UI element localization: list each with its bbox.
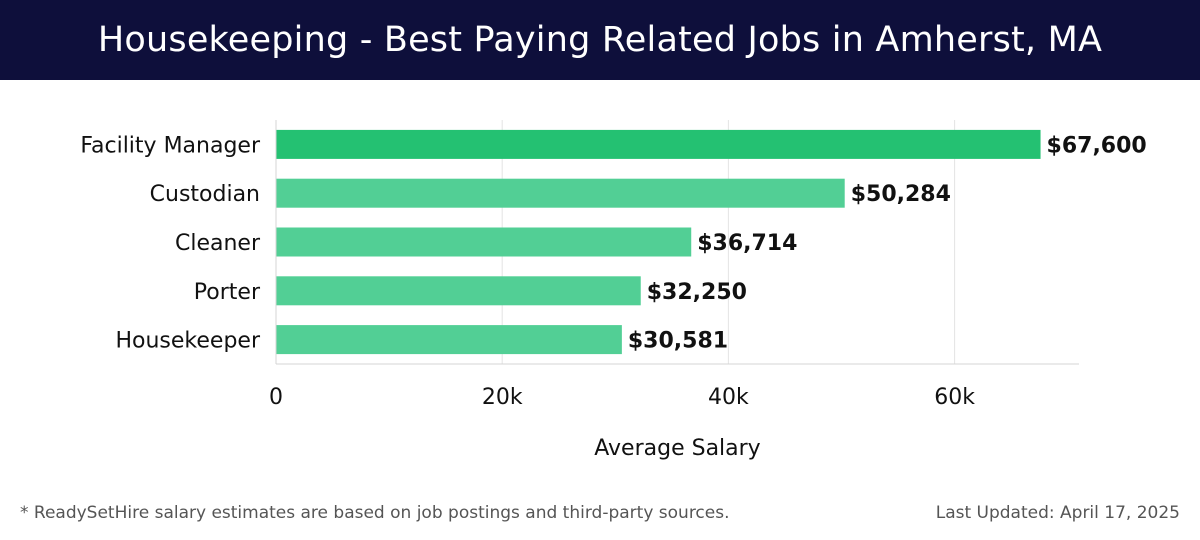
- bar-0: [276, 129, 1041, 159]
- x-axis-title: Average Salary: [594, 436, 760, 461]
- x-tick-label-1: 20k: [482, 385, 523, 410]
- bar-4: [276, 325, 622, 355]
- chart-header: Housekeeping - Best Paying Related Jobs …: [0, 0, 1200, 80]
- category-label-2: Cleaner: [175, 231, 261, 256]
- value-label-3: $32,250: [647, 280, 747, 305]
- footer-note: * ReadySetHire salary estimates are base…: [20, 503, 730, 523]
- last-updated: Last Updated: April 17, 2025: [935, 503, 1180, 523]
- value-label-2: $36,714: [697, 231, 797, 256]
- category-label-4: Housekeeper: [115, 329, 260, 354]
- bar-1: [276, 178, 845, 208]
- value-label-0: $67,600: [1047, 133, 1147, 158]
- x-tick-label-2: 40k: [708, 385, 749, 410]
- chart-title: Housekeeping - Best Paying Related Jobs …: [97, 20, 1103, 60]
- category-label-1: Custodian: [150, 182, 260, 207]
- x-tick-label-3: 60k: [934, 385, 975, 410]
- x-tick-label-0: 0: [269, 385, 283, 410]
- chart-footer: * ReadySetHire salary estimates are base…: [20, 500, 1180, 526]
- bar-chart: Facility Manager $67,600 Custodian $50,284 C…: [80, 120, 1147, 461]
- bar-2: [276, 227, 692, 257]
- value-label-1: $50,284: [851, 182, 951, 207]
- bar-3: [276, 276, 641, 306]
- value-label-4: $30,581: [628, 329, 728, 354]
- category-label-3: Porter: [194, 280, 261, 305]
- category-label-0: Facility Manager: [80, 133, 261, 158]
